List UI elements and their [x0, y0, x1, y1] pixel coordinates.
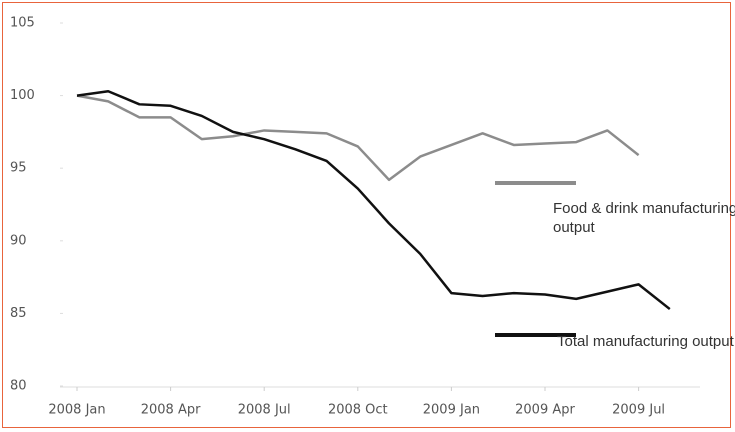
x-tick-label: 2009 Jul [612, 403, 665, 418]
chart-frame [2, 2, 731, 428]
x-tick-label: 2009 Jan [423, 403, 480, 418]
y-tick-label: 90 [10, 233, 27, 248]
y-tick-label: 80 [10, 379, 27, 394]
x-tick-label: 2008 Jan [48, 403, 105, 418]
y-tick-label: 100 [10, 88, 35, 103]
x-tick-label: 2009 Apr [515, 403, 575, 418]
series-line [76, 89, 671, 311]
y-tick-label: 85 [10, 306, 27, 321]
x-tick-label: 2008 Jul [238, 403, 291, 418]
legend-label: Total manufacturing output [557, 333, 734, 350]
series-line [76, 94, 640, 182]
legend-label: Food & drink manufacturing output [553, 200, 735, 236]
y-tick-label: 95 [10, 161, 27, 176]
y-tick-label: 105 [10, 16, 35, 31]
x-tick-label: 2008 Apr [141, 403, 201, 418]
x-tick-label: 2008 Oct [328, 403, 388, 418]
